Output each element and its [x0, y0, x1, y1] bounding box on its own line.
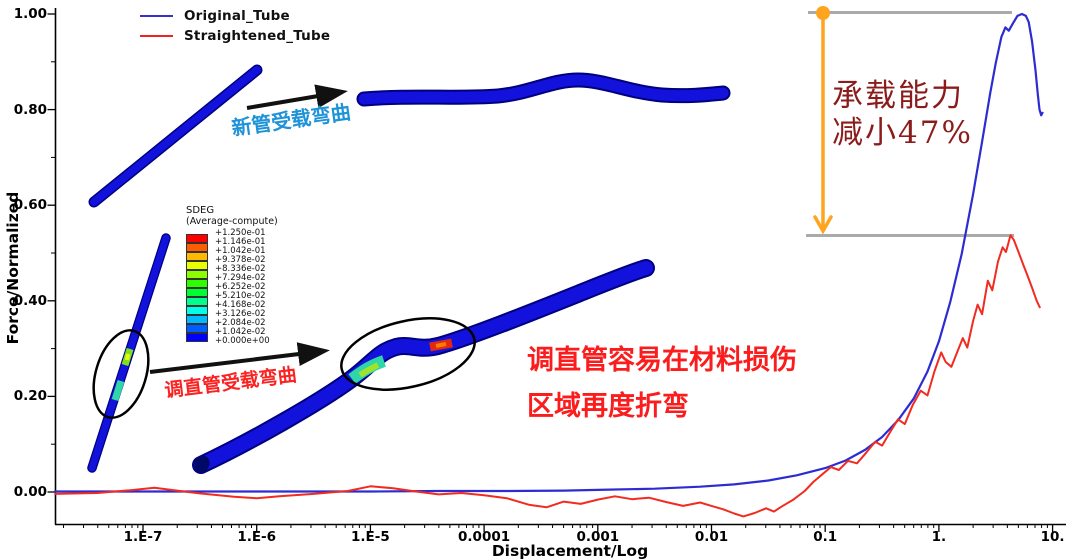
axes	[47, 8, 1066, 532]
plot-legend: Original_Tube Straightened_Tube	[140, 6, 330, 46]
x-tick-label: 0.0001	[458, 529, 511, 545]
annotation-rebend-warning: 调直管容易在材料损伤 区域再度折弯	[527, 338, 797, 430]
sdeg-swatch	[186, 314, 208, 324]
sdeg-value-label: +3.126e-02	[215, 309, 266, 319]
sdeg-swatch	[186, 332, 208, 342]
sdeg-contour-legend: SDEG (Average-compute) +1.250e-01 +1.146e…	[186, 205, 278, 346]
damage-spot-yellow	[125, 353, 130, 361]
sdeg-swatch	[186, 269, 208, 279]
damage-spot-green-2	[358, 362, 380, 378]
legend-label: Straightened_Tube	[184, 28, 331, 44]
sdeg-swatch	[186, 323, 208, 333]
sdeg-value-label: +7.294e-02	[215, 273, 266, 283]
sdeg-title: SDEG	[186, 205, 215, 216]
annotation-capacity-line1: 承载能力	[832, 78, 964, 114]
tick-marks	[47, 13, 1054, 532]
sdeg-value-label: +1.042e-01	[215, 246, 266, 256]
y-tick-label: 0.60	[13, 197, 47, 214]
original-tube-curve	[54, 12, 1044, 493]
annotation-rebend-line1: 调直管容易在材料损伤	[527, 345, 797, 376]
sdeg-value-label: +0.000e+00	[215, 336, 270, 346]
annotation-rebend-line2: 区域再度折弯	[527, 390, 689, 422]
drop-arrowhead-icon	[813, 215, 833, 235]
sdeg-swatch	[186, 305, 208, 315]
sdeg-swatch	[186, 260, 208, 270]
y-tick-label: 0.80	[13, 101, 47, 118]
sdeg-value-label: +5.210e-02	[215, 291, 266, 301]
sdeg-value-label: +8.336e-02	[215, 264, 266, 274]
sdeg-value-label: +2.084e-02	[215, 318, 266, 328]
sdeg-swatch-column	[186, 233, 208, 347]
y-axis-title: Force/Normalized	[4, 191, 22, 345]
straightened-tube-curve	[54, 234, 1042, 518]
legend-label: Original_Tube	[184, 8, 290, 24]
sdeg-swatch	[186, 278, 208, 288]
damage-ellipse-left	[92, 329, 150, 419]
arrow-straightened-tube-icon	[149, 342, 330, 374]
y-tick-label: 1.00	[13, 6, 47, 22]
capacity-loss-annotation	[806, 6, 1014, 237]
sdeg-colorbar: +1.250e-01 +1.146e-01 +1.042e-01 +9.378e-02…	[186, 229, 278, 346]
x-tick-label: 1.E-6	[237, 529, 277, 545]
legend-item: Straightened_Tube	[140, 26, 330, 46]
sdeg-value-label: +4.168e-02	[215, 300, 266, 310]
damage-spot-cyan	[111, 379, 125, 402]
sdeg-value-label: +6.252e-02	[215, 282, 266, 292]
damage-ellipse-right	[340, 317, 476, 391]
sdeg-swatch	[186, 251, 208, 261]
legend-line-sample	[140, 15, 173, 17]
x-tick-label: 0.1	[813, 529, 838, 545]
tube-end-cap	[194, 455, 210, 473]
arrow-new-tube-icon	[246, 84, 348, 110]
sdeg-swatch	[186, 233, 208, 243]
legend-item: Original_Tube	[140, 6, 330, 26]
original-tube-after-illustration	[356, 72, 731, 107]
x-tick-label: 1.	[931, 529, 947, 545]
drop-arrow-dot	[816, 6, 830, 20]
y-tick-label: 0.00	[13, 484, 47, 500]
straightened-tube-after-illustration	[192, 259, 655, 474]
x-tick-label: 0.01	[694, 529, 729, 545]
original-tube-before-illustration	[88, 64, 263, 208]
y-tick-label: 0.20	[13, 388, 47, 405]
x-tick-label: 1.E-5	[351, 529, 390, 545]
x-tick-label: 0.001	[576, 529, 620, 545]
sdeg-value-label: +9.378e-02	[215, 255, 266, 265]
y-tick-label: 0.40	[13, 292, 47, 309]
sdeg-swatch	[186, 242, 208, 252]
sdeg-label-column: +1.250e-01 +1.146e-01 +1.042e-01 +9.378e-02…	[208, 229, 270, 346]
sdeg-swatch	[186, 296, 208, 306]
x-tick-label: 1.E-7	[123, 529, 163, 545]
sdeg-subtitle: (Average-compute)	[186, 216, 278, 227]
legend-line-sample	[140, 35, 173, 37]
annotation-capacity-loss: 承载能力 减小47%	[832, 78, 973, 151]
sdeg-value-label: +1.146e-01	[215, 237, 266, 247]
damage-spot-orange	[435, 342, 447, 348]
sdeg-value-label: +1.250e-01	[215, 228, 266, 238]
sdeg-value-label: +1.042e-02	[215, 327, 266, 337]
x-tick-label: 10.	[1040, 529, 1065, 545]
annotation-capacity-line2: 减小47%	[832, 114, 973, 151]
x-axis-title: Displacement/Log	[491, 542, 649, 560]
sdeg-swatch	[186, 287, 208, 297]
straightened-tube-before-illustration	[87, 233, 171, 473]
